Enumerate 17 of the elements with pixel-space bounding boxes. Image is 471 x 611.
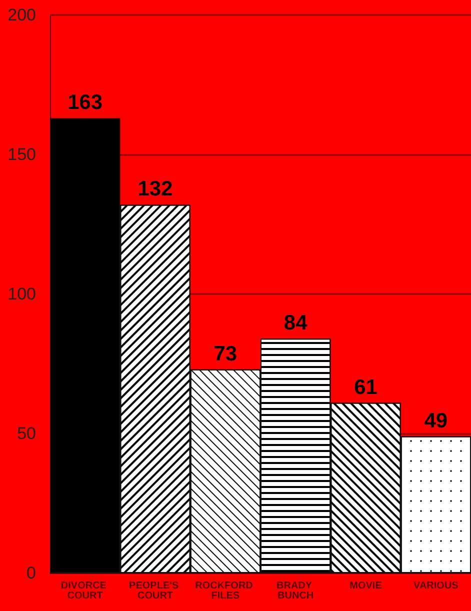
y-tick-label: 50	[17, 424, 36, 443]
x-tick-label: VARIOUS	[414, 580, 459, 592]
y-tick-label: 0	[26, 564, 36, 582]
x-tick-label: DIVORCE COURT	[60, 580, 110, 602]
x-tick-label: MOVIE	[350, 580, 382, 592]
data-label: 49	[424, 409, 448, 432]
data-label: 84	[284, 312, 308, 335]
data-label: 163	[68, 91, 103, 114]
y-tick-label: 200	[8, 6, 36, 24]
data-label: 61	[354, 376, 378, 399]
data-label: 73	[214, 342, 238, 366]
x-tick-label: ROCKFORD FILES	[195, 580, 256, 602]
y-tick-label: 100	[8, 284, 36, 304]
y-tick-label: 150	[8, 145, 36, 164]
x-tick-label: PEOPLE'S COURT	[129, 580, 182, 602]
data-label: 132	[138, 178, 173, 201]
x-tick-label: BRADY BUNCH	[276, 580, 315, 602]
